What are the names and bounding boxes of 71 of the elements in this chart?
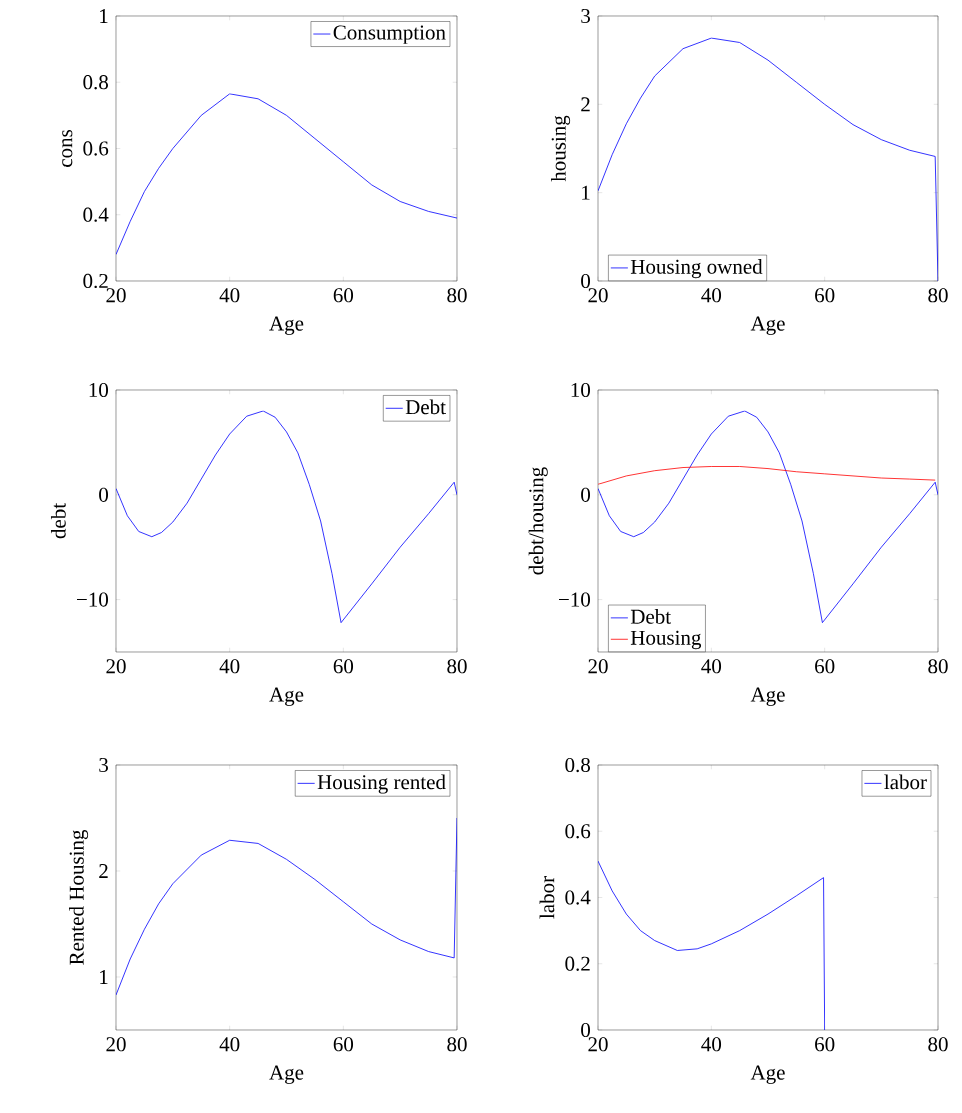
line-series [598, 860, 826, 1030]
x-tick-label: 80 [447, 1037, 467, 1052]
x-tick-label: 40 [701, 288, 722, 303]
x-tick-label: 40 [219, 1037, 240, 1052]
x-axis-title: Age [750, 1065, 785, 1084]
y-tick-label: 2 [581, 97, 590, 112]
y-tick-label: 2 [99, 864, 108, 878]
line-series [598, 466, 936, 485]
y-tick-label: 0.2 [83, 273, 108, 289]
y-tick-label: 1 [100, 970, 108, 984]
x-axis-title: Age [269, 687, 304, 706]
legend-label: Housing [630, 630, 702, 650]
x-tick-label: 60 [333, 659, 354, 674]
y-tick-label: 10 [89, 382, 109, 398]
x-tick-label: 80 [928, 659, 948, 674]
y-tick-label: 0 [581, 1022, 591, 1038]
x-tick-label: 80 [447, 288, 467, 303]
x-tick-label: 20 [106, 659, 126, 674]
y-tick-label: 1 [582, 185, 590, 200]
y-tick-label: 0.6 [83, 141, 109, 156]
x-axis-title: Age [750, 687, 785, 706]
y-tick-label: 0 [99, 487, 109, 502]
x-tick-label: 80 [447, 659, 467, 674]
x-axis-title: Age [269, 1065, 304, 1084]
y-axis-title: housing [551, 115, 571, 182]
legend-label: Debt [630, 609, 671, 624]
y-tick-label: 3 [99, 757, 108, 773]
y-axis-title: labor [539, 876, 555, 919]
y-axis-title: Rented Housing [69, 829, 89, 965]
line-series [598, 37, 939, 281]
x-tick-label: 20 [588, 659, 608, 674]
x-tick-label: 60 [815, 288, 835, 303]
y-tick-label: −10 [559, 592, 591, 607]
legend-label: Housing rented [317, 774, 446, 794]
y-tick-label: 1 [100, 9, 108, 23]
y-tick-label: 0 [581, 273, 591, 289]
x-tick-label: 80 [928, 1037, 948, 1052]
x-tick-label: 20 [106, 1037, 126, 1052]
y-tick-label: 3 [581, 8, 590, 24]
x-tick-label: 60 [333, 1037, 354, 1052]
x-axis-title: Age [269, 316, 304, 335]
y-tick-label: 0.6 [565, 824, 591, 839]
x-tick-label: 60 [333, 288, 354, 303]
x-tick-label: 60 [815, 1037, 835, 1052]
x-tick-label: 40 [219, 659, 240, 674]
legend-label: labor [884, 774, 927, 790]
legend-label: Housing owned [630, 259, 763, 279]
line-series [598, 410, 939, 624]
x-tick-label: 40 [701, 659, 722, 674]
y-tick-label: 0.8 [83, 75, 109, 90]
x-tick-label: 20 [588, 288, 608, 303]
y-tick-label: 0.2 [565, 956, 590, 971]
y-tick-label: 0.4 [83, 207, 109, 222]
legend-label: Debt [405, 399, 446, 415]
y-tick-label: 0 [581, 487, 591, 502]
x-tick-label: 40 [701, 1037, 722, 1052]
y-axis-title: debt [50, 503, 66, 539]
x-tick-label: 80 [928, 288, 948, 303]
x-tick-label: 20 [106, 288, 126, 303]
y-tick-label: 0.8 [565, 757, 591, 773]
x-tick-label: 40 [219, 288, 240, 303]
x-tick-label: 60 [815, 659, 835, 674]
line-series [116, 93, 457, 255]
y-tick-label: 0.4 [565, 890, 591, 905]
legend-label: Consumption [333, 25, 446, 44]
x-axis-title: Age [750, 316, 785, 335]
y-tick-label: −10 [77, 592, 109, 607]
y-tick-label: 10 [571, 382, 591, 398]
y-axis-title: cons [62, 130, 73, 167]
y-axis-title: debt/housing [528, 467, 548, 575]
x-tick-label: 20 [588, 1037, 608, 1052]
